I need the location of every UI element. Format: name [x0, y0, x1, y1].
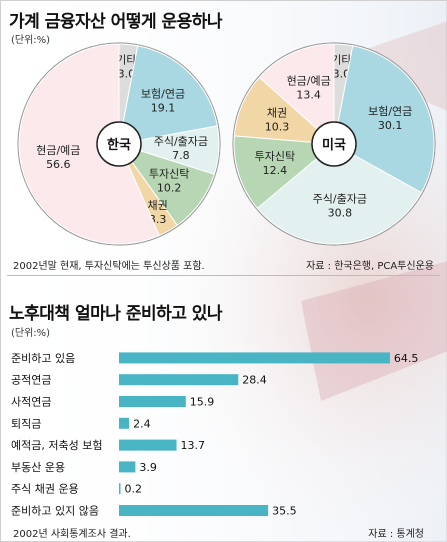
pie-source: 자료 : 한국은행, PCA투신운용 [306, 261, 434, 272]
slice-name-label: 보험/연금 [141, 87, 185, 100]
pie-chart-korea: 기타3.0보험/연금19.1주식/출자금7.8투자신탁10.2채권3.3현금/예… [17, 42, 221, 246]
bar-category-label: 준비하고 있지 않음 [11, 504, 99, 518]
slice-name-label: 주식/출자금 [154, 135, 208, 148]
bar [119, 505, 269, 516]
slice-value-label: 3.0 [118, 67, 136, 80]
bar [119, 374, 239, 386]
slice-value-label: 30.8 [328, 207, 353, 220]
slice-value-label: 3.0 [333, 67, 351, 80]
slice-name-label: 주식/출자금 [313, 193, 367, 206]
bar-category-label: 부동산 운용 [11, 461, 65, 474]
slice-value-label: 19.1 [151, 101, 176, 114]
slice-value-label: 13.4 [296, 88, 321, 101]
bar-category-label: 예적금, 저축성 보험 [11, 439, 102, 452]
pie-unit-label: (단위:%) [11, 35, 51, 46]
slice-value-label: 12.4 [263, 164, 288, 177]
bar-category-label: 사적연금 [11, 396, 51, 409]
pie-outline [232, 42, 436, 246]
bar-unit-label: (단위:%) [11, 328, 51, 339]
bar-category-label: 주식 채권 운용 [11, 483, 79, 496]
pie-center-label: 한국 [107, 137, 131, 153]
bar-value-label: 0.2 [125, 483, 143, 496]
slice-value-label: 30.1 [378, 119, 403, 132]
bar-value-label: 2.4 [133, 417, 151, 430]
pie-slice [18, 43, 160, 245]
bar-section-title: 노후대책 얼마나 준비하고 있나 [9, 304, 223, 324]
pie-center-label: 미국 [322, 137, 346, 153]
section-divider [7, 275, 440, 276]
slice-value-label: 10.3 [265, 121, 290, 134]
pie-slice [256, 143, 423, 245]
bar [119, 439, 177, 451]
bar [119, 417, 130, 429]
bar [119, 396, 186, 407]
bar [119, 461, 136, 473]
pie-center-hole [96, 121, 142, 167]
bar-chart: 준비하고 있음 64.5 공적연금 28.4 사적연금 15.9 퇴직금 2.4 예적금, 저축… [11, 351, 419, 518]
slice-value-label: 10.2 [157, 181, 182, 194]
slice-name-label: 현금/예금 [287, 74, 331, 87]
pie-slice [333, 45, 435, 194]
slice-value-label: 56.6 [46, 158, 71, 171]
slice-name-label: 현금/예금 [36, 144, 80, 157]
bar-category-label: 공적연금 [11, 374, 51, 387]
bar-category-label: 준비하고 있음 [11, 351, 75, 365]
pie-section-title: 가계 금융자산 어떻게 운용하나 [9, 12, 223, 32]
bar-value-label: 35.5 [272, 505, 297, 518]
pie-slice [258, 43, 335, 146]
bar-value-label: 15.9 [190, 396, 215, 409]
slice-name-label: 기타 [331, 53, 351, 66]
bar [119, 352, 390, 364]
slice-name-label: 투자신탁 [255, 150, 295, 163]
pie-slice [233, 135, 336, 209]
bar-value-label: 28.4 [242, 374, 267, 387]
slice-name-label: 투자신탁 [149, 167, 189, 180]
pie-center-hole [311, 121, 357, 167]
slice-name-label: 기타 [116, 53, 136, 66]
slice-name-label: 채권 [267, 107, 287, 120]
slice-name-label: 채권 [148, 199, 168, 212]
pie-outline [17, 42, 221, 246]
bar-value-label: 3.9 [139, 461, 157, 474]
bar-source: 자료 : 통계청 [368, 529, 424, 540]
pie-footnote: 2002년말 현재, 투자신탁에는 투신상품 포함. [13, 261, 205, 272]
bar-value-label: 13.7 [181, 439, 206, 452]
pie-slice [118, 45, 218, 145]
slice-name-label: 보험/연금 [368, 105, 412, 118]
bar-category-label: 퇴직금 [11, 417, 41, 430]
slice-value-label: 7.8 [172, 149, 190, 162]
bar [119, 483, 121, 495]
bar-footnote: 2002년 사회통계조사 결과. [13, 529, 131, 540]
bar-value-label: 64.5 [394, 352, 419, 365]
